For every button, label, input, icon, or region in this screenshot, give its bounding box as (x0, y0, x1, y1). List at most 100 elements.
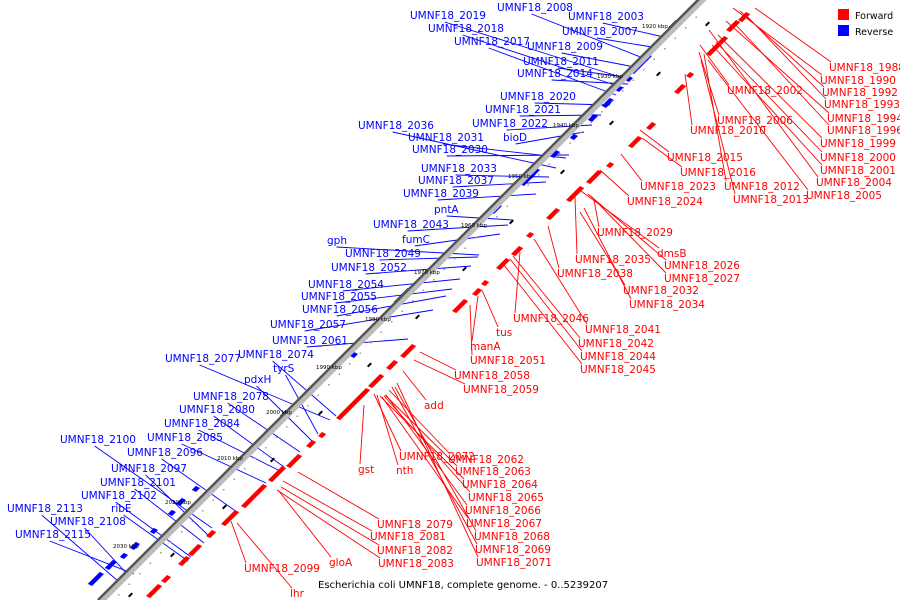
axis-minor-mark (475, 237, 477, 239)
axis-tick-label: 1950 kbp (508, 174, 534, 180)
axis-minor-mark (317, 394, 319, 396)
forward-label-connector (703, 53, 727, 182)
reverse-label-connector (161, 458, 238, 513)
forward-gene (400, 344, 417, 359)
forward-gene (386, 360, 399, 371)
axis-marker (609, 120, 614, 126)
axis-marker (127, 592, 133, 598)
forward-gene-label: UMNF18_2063 (455, 466, 531, 478)
axis-minor-mark (265, 447, 267, 449)
reverse-gene-label: UMNF18_2085 (147, 432, 223, 444)
axis-minor-mark (223, 489, 225, 491)
legend-reverse-swatch (838, 25, 849, 36)
reverse-gene-label: UMNF18_2018 (428, 23, 504, 35)
reverse-label-connector (407, 224, 509, 232)
forward-gene-label: tus (496, 327, 512, 339)
forward-gene (526, 232, 535, 239)
forward-gene-label: UMNF18_2068 (474, 531, 550, 543)
forward-label-connector (396, 382, 479, 558)
reverse-label-connector (181, 443, 267, 484)
axis-minor-mark (118, 594, 120, 596)
axis-minor-mark (443, 268, 445, 270)
forward-gene-label: UMNF18_2015 (667, 152, 743, 164)
forward-label-connector (699, 44, 730, 86)
forward-label-connector (509, 258, 583, 352)
forward-gene-label: UMNF18_2071 (476, 557, 552, 569)
forward-label-connector (533, 238, 588, 325)
axis-tick-label: 2010 kbp (217, 456, 243, 462)
reverse-gene-label: tyrS (273, 363, 295, 375)
axis-minor-mark (674, 37, 676, 39)
forward-label-connector (590, 195, 667, 274)
forward-gene-label: nth (396, 465, 413, 477)
forward-gene-label: UMNF18_2016 (680, 167, 756, 179)
forward-label-connector (587, 193, 667, 261)
axis-marker (414, 314, 420, 320)
forward-gene-label: UMNF18_2026 (664, 260, 740, 272)
reverse-gene (104, 559, 117, 570)
reverse-gene-label: fumC (402, 234, 430, 246)
reverse-gene-label: UMNF18_2014 (517, 68, 593, 80)
forward-gene-label: UMNF18_2059 (463, 384, 539, 396)
axis-minor-mark (559, 153, 561, 155)
axis-minor-mark (611, 100, 613, 102)
reverse-gene-label: UMNF18_2039 (403, 188, 479, 200)
forward-label-connector (280, 486, 380, 546)
forward-label-connector (381, 396, 469, 519)
forward-label-connector (469, 304, 473, 356)
forward-label-connector (734, 23, 830, 126)
forward-label-connector (277, 489, 332, 558)
axis-marker (461, 266, 467, 272)
axis-tick-label: 2020 kbp (165, 500, 191, 506)
axis-minor-mark (401, 310, 403, 312)
reverse-label-connector (198, 429, 281, 472)
reverse-label-connector (437, 193, 537, 201)
reverse-gene (87, 571, 104, 586)
forward-gene-label: UMNF18_2005 (806, 190, 882, 202)
forward-gene-label: UMNF18_2006 (717, 115, 793, 127)
reverse-gene (167, 509, 176, 516)
reverse-gene-label: UMNF18_2008 (497, 2, 573, 14)
reverse-gene-label: UMNF18_2054 (308, 279, 384, 291)
axis-minor-mark (286, 426, 288, 428)
axis-minor-mark (149, 562, 151, 564)
axis-minor-mark (181, 531, 183, 533)
forward-label-connector (684, 73, 693, 126)
axis-minor-mark (643, 69, 645, 71)
reverse-gene-label: bioD (503, 132, 527, 144)
forward-label-connector (413, 359, 466, 385)
axis-minor-mark (548, 163, 550, 165)
axis-minor-mark (632, 79, 634, 81)
axis-minor-mark (359, 352, 361, 354)
axis-minor-mark (569, 142, 571, 144)
reverse-gene (569, 133, 578, 140)
forward-label-connector (732, 7, 823, 76)
forward-gene-label: UMNF18_2035 (575, 254, 651, 266)
axis-marker (705, 21, 710, 27)
forward-label-connector (707, 59, 809, 191)
reverse-gene-label: UMNF18_2055 (301, 291, 377, 303)
forward-gene (241, 484, 268, 509)
reverse-gene-label: UMNF18_2115 (15, 529, 91, 541)
forward-gene-label: UMNF18_2027 (664, 273, 740, 285)
axis-tick-label: 2030 kbp (113, 544, 139, 550)
forward-label-connector (639, 129, 670, 153)
forward-gene-label: UMNF18_2083 (378, 558, 454, 570)
forward-label-connector (282, 480, 373, 532)
forward-gene-label: UMNF18_2001 (820, 165, 896, 177)
forward-gene-label: UMNF18_2051 (470, 355, 546, 367)
forward-gene-label: add (424, 400, 444, 412)
reverse-gene-label: UMNF18_2056 (302, 304, 378, 316)
reverse-gene-label: UMNF18_2078 (193, 391, 269, 403)
forward-gene-label: UMNF18_2081 (370, 531, 446, 543)
forward-label-connector (276, 489, 381, 559)
axis-minor-mark (380, 331, 382, 333)
forward-label-connector (236, 522, 293, 589)
axis-tick-label: 1930 kbp (597, 74, 623, 80)
axis-tick-label: 1990 kbp (316, 365, 342, 371)
forward-gene (146, 584, 163, 599)
reverse-gene-label: UMNF18_2021 (485, 104, 561, 116)
forward-gene-label: UMNF18_2041 (585, 324, 661, 336)
axis-minor-mark (170, 541, 172, 543)
axis-minor-mark (202, 510, 204, 512)
